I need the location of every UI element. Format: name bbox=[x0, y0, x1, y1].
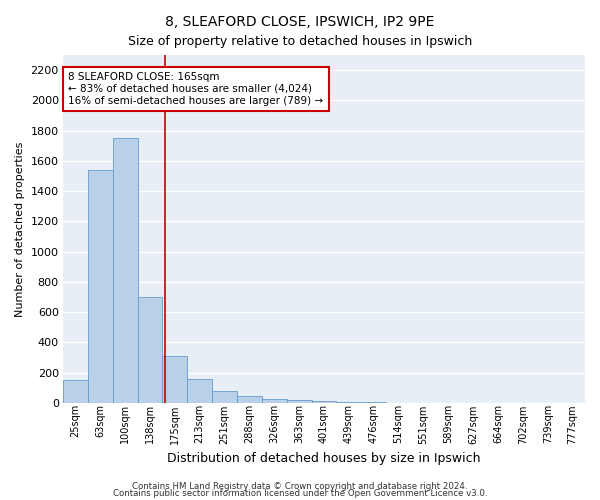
Text: Contains public sector information licensed under the Open Government Licence v3: Contains public sector information licen… bbox=[113, 489, 487, 498]
Bar bbox=[311, 402, 337, 403]
Bar bbox=[163, 356, 187, 403]
Y-axis label: Number of detached properties: Number of detached properties bbox=[15, 141, 25, 316]
Text: 8, SLEAFORD CLOSE, IPSWICH, IP2 9PE: 8, SLEAFORD CLOSE, IPSWICH, IP2 9PE bbox=[166, 15, 434, 29]
Bar bbox=[113, 138, 137, 403]
Bar bbox=[88, 170, 113, 403]
Bar bbox=[137, 297, 163, 403]
Bar bbox=[237, 396, 262, 403]
Text: 8 SLEAFORD CLOSE: 165sqm
← 83% of detached houses are smaller (4,024)
16% of sem: 8 SLEAFORD CLOSE: 165sqm ← 83% of detach… bbox=[68, 72, 323, 106]
Bar bbox=[212, 390, 237, 403]
Bar bbox=[262, 399, 287, 403]
Bar bbox=[337, 402, 361, 403]
X-axis label: Distribution of detached houses by size in Ipswich: Distribution of detached houses by size … bbox=[167, 452, 481, 465]
Text: Contains HM Land Registry data © Crown copyright and database right 2024.: Contains HM Land Registry data © Crown c… bbox=[132, 482, 468, 491]
Bar bbox=[63, 380, 88, 403]
Bar bbox=[187, 378, 212, 403]
Bar bbox=[287, 400, 311, 403]
Text: Size of property relative to detached houses in Ipswich: Size of property relative to detached ho… bbox=[128, 35, 472, 48]
